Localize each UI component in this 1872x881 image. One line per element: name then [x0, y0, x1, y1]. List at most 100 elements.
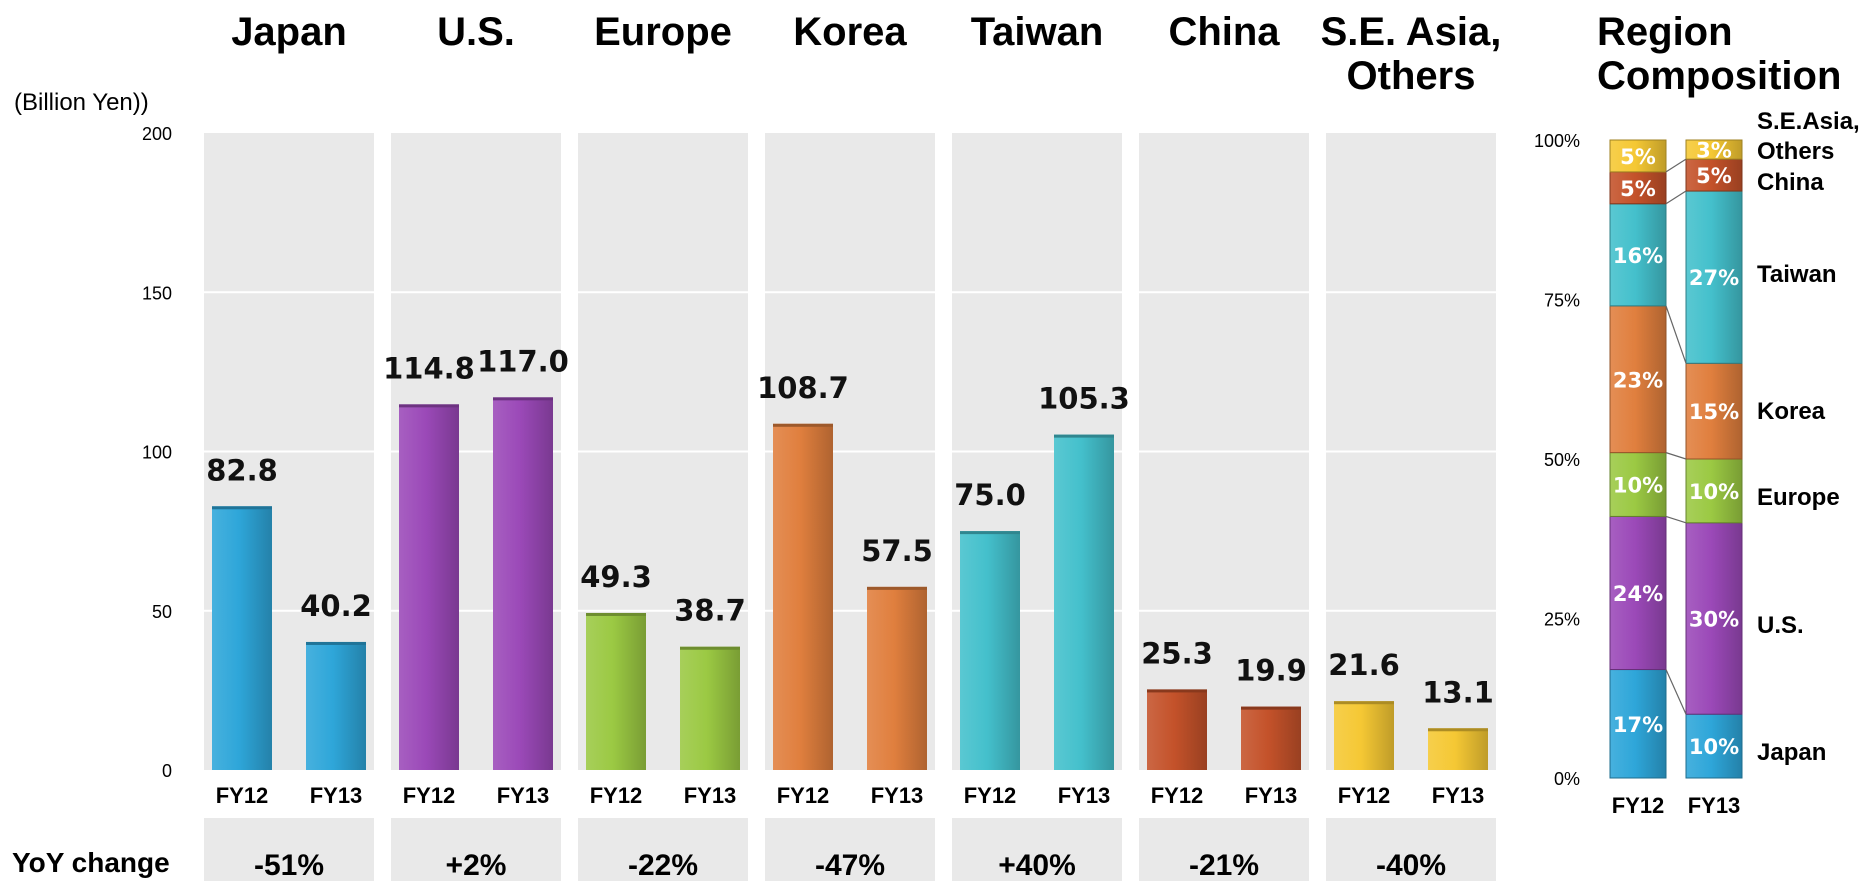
composition-segment [1685, 713, 1743, 779]
composition-segment [1685, 139, 1743, 160]
yoy-value: -47% [815, 849, 885, 881]
composition-legend-label: Europe [1757, 484, 1840, 511]
main-chart-axis: (Billion Yen)) 0 50 100 150 200 Japan U.S. Euro… [14, 10, 1501, 781]
bar-top-edge [960, 531, 1020, 535]
bar [1147, 689, 1207, 770]
composition-pct-label: 10% [1613, 474, 1663, 498]
composition-legend-label: S.E.Asia, [1757, 108, 1860, 135]
composition-pct-label: 27% [1689, 266, 1739, 290]
y-tick-label: 0 [162, 761, 172, 781]
composition-legend-label: China [1757, 169, 1824, 196]
unit-label: (Billion Yen)) [14, 89, 149, 116]
bar-top-edge [1241, 706, 1301, 710]
bar-top-edge [212, 506, 272, 510]
bar [1428, 728, 1488, 770]
region-title: U.S. [437, 10, 515, 54]
composition-title-line-1: Region [1597, 10, 1733, 54]
composition-y-tick: 0% [1554, 769, 1580, 789]
bar [680, 646, 740, 770]
composition-x-tick: FY12 [1612, 793, 1665, 818]
y-tick-label: 150 [142, 283, 172, 303]
connector-line [1665, 158, 1687, 173]
composition-y-tick: 100% [1534, 131, 1580, 151]
data-label: 38.7 [674, 594, 746, 628]
composition-segment [1609, 139, 1667, 173]
bar [867, 586, 927, 770]
bar-top-edge [1428, 728, 1488, 732]
data-label: 49.3 [580, 560, 652, 594]
composition-segment [1609, 515, 1667, 671]
x-tick-label: FY12 [216, 783, 269, 808]
x-tick-label: FY12 [1338, 783, 1391, 808]
bar-top-edge [493, 397, 553, 401]
x-tick-label: FY12 [777, 783, 830, 808]
x-tick-label: FY13 [497, 783, 550, 808]
composition-legend-label: Others [1757, 138, 1834, 165]
composition-segment [1685, 362, 1743, 460]
composition-legend-label: Japan [1757, 739, 1826, 766]
data-label: 105.3 [1038, 382, 1130, 416]
data-label: 40.2 [300, 589, 372, 623]
y-tick-label: 200 [142, 124, 172, 144]
bar [212, 506, 272, 770]
bar [773, 423, 833, 770]
bar [399, 404, 459, 770]
yoy-cell [391, 818, 561, 881]
bar [493, 397, 553, 770]
data-label: 21.6 [1328, 648, 1400, 682]
composition-pct-label: 10% [1689, 480, 1739, 504]
region-title: S.E. Asia, [1321, 10, 1502, 54]
x-tick-label: FY12 [1151, 783, 1204, 808]
data-label: 108.7 [757, 371, 849, 405]
yoy-cell [1326, 818, 1496, 881]
composition-segment [1609, 203, 1667, 307]
region-title: Others [1347, 54, 1476, 98]
x-tick-label: FY13 [871, 783, 924, 808]
yoy-value: -51% [254, 849, 324, 881]
yoy-value: -40% [1376, 849, 1446, 881]
data-label: 114.8 [383, 351, 475, 385]
composition-y-tick: 25% [1544, 610, 1580, 630]
composition-pct-label: 23% [1613, 368, 1663, 392]
composition-y-tick: 75% [1544, 291, 1580, 311]
bar-top-edge [867, 586, 927, 590]
bar [586, 612, 646, 770]
region-title: Europe [594, 10, 732, 54]
yoy-cell [578, 818, 748, 881]
composition-legend-label: Taiwan [1757, 261, 1837, 288]
x-tick-label: FY13 [1432, 783, 1485, 808]
yoy-value: +2% [446, 849, 507, 881]
bar-top-edge [680, 646, 740, 650]
x-tick-label: FY13 [1058, 783, 1111, 808]
region-title: Japan [231, 10, 347, 54]
composition-pct-label: 17% [1613, 713, 1663, 737]
data-label: 19.9 [1235, 654, 1307, 688]
bar [1334, 701, 1394, 770]
yoy-value: -21% [1189, 849, 1259, 881]
yoy-row: YoY change -51% +2% -22% -47% +40% -21% -40% [12, 818, 1496, 881]
yoy-cell [204, 818, 374, 881]
x-tick-label: FY12 [590, 783, 643, 808]
region-title: Korea [793, 10, 907, 54]
composition-segment [1609, 452, 1667, 517]
y-tick-label: 100 [142, 443, 172, 463]
bar-top-edge [399, 404, 459, 408]
bar [960, 531, 1020, 770]
yoy-label: YoY change [12, 847, 170, 878]
data-label: 75.0 [954, 478, 1026, 512]
bar-top-edge [1054, 434, 1114, 438]
bar [1241, 706, 1301, 770]
composition-segment [1609, 171, 1667, 205]
yoy-cell [952, 818, 1122, 881]
composition-y-tick: 50% [1544, 450, 1580, 470]
composition-x-tick: FY13 [1688, 793, 1741, 818]
composition-pct-label: 15% [1689, 400, 1739, 424]
region-title: Taiwan [971, 10, 1104, 54]
bar-top-edge [1147, 689, 1207, 693]
yoy-value: +40% [998, 849, 1076, 881]
bar-top-edge [1334, 701, 1394, 705]
x-tick-label: FY12 [964, 783, 1017, 808]
composition-pct-label: 30% [1689, 608, 1739, 632]
bar [306, 641, 366, 770]
